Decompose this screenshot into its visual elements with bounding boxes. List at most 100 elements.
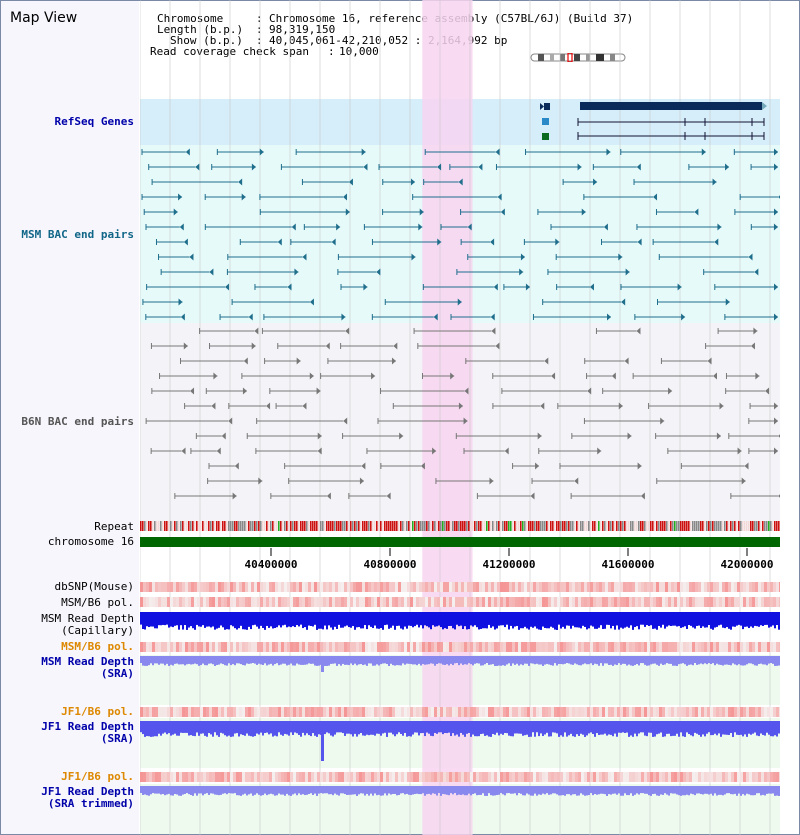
msm-bac-pair-arrow	[490, 238, 495, 246]
chromosome-ideogram[interactable]	[530, 53, 626, 62]
dbsnp-heat	[707, 582, 710, 592]
jf1-sra-depth	[622, 721, 624, 733]
msm-cap-depth	[160, 612, 162, 626]
jf1-pol-heat	[602, 707, 605, 717]
msm-sra-depth	[238, 656, 240, 664]
jf1-pol-heat	[713, 707, 716, 717]
jf1-trim-depth	[532, 786, 534, 796]
dbsnp-heat	[605, 582, 608, 592]
jf1-trim-depth	[326, 786, 328, 794]
msm-sra-depth	[544, 656, 546, 665]
msm-cap-depth	[738, 612, 740, 625]
b6n-bac-pair-arrow	[211, 402, 216, 410]
jf1-sra-depth	[176, 721, 178, 736]
msm-cap-depth	[202, 612, 204, 626]
dbsnp-heat	[584, 582, 587, 592]
msm-sra-depth	[728, 656, 730, 665]
msm-pol2-heat	[425, 642, 428, 652]
msm-cap-depth	[458, 612, 460, 627]
jf1-trim-depth	[252, 786, 254, 796]
msm-bac-pair-arrow	[677, 283, 682, 291]
jf1-trim-depth	[330, 786, 332, 795]
msm-sra-depth	[408, 656, 410, 664]
msm-pol2-heat	[269, 642, 272, 652]
msm-cap-depth	[186, 612, 188, 630]
msm-sra-depth	[486, 656, 488, 664]
msm-cap-depth	[696, 612, 698, 626]
repeat-mark	[738, 521, 740, 531]
jf1-sra-depth	[526, 721, 528, 735]
jf1-sra-depth	[766, 721, 768, 733]
jf1-sra-depth	[154, 721, 156, 737]
msm-pol2-heat	[749, 642, 752, 652]
jf1-trim-depth	[216, 786, 218, 795]
msm-pol-heat	[755, 597, 758, 607]
msm-bac-pair-arrow	[717, 223, 722, 231]
msm-pol2-heat	[701, 642, 704, 652]
jf1-trim-depth	[204, 786, 206, 794]
msm-pol-heat	[743, 597, 746, 607]
repeat-mark	[520, 521, 522, 531]
msm-pol-heat	[614, 597, 617, 607]
repeat-mark	[166, 521, 168, 531]
msm-sra-depth	[186, 656, 188, 665]
jf1-pol-heat	[182, 707, 185, 717]
msm-cap-depth	[766, 612, 768, 625]
msm-sra-depth	[498, 656, 500, 666]
jf1-sra-depth	[624, 721, 626, 734]
jf1-sra-depth	[530, 721, 532, 737]
msm-sra-depth	[366, 656, 368, 666]
jf1-sra-depth	[504, 721, 506, 734]
jf1-trim-depth	[222, 786, 224, 794]
jf1-sra-depth	[522, 721, 524, 736]
repeat-mark	[430, 521, 432, 531]
msm-pol2-heat	[455, 642, 458, 652]
msm-pol2-heat	[653, 642, 656, 652]
dbsnp-heat	[587, 582, 590, 592]
track-canvas[interactable]	[140, 0, 780, 835]
repeat-mark	[456, 521, 458, 531]
b6n-bac-pair-arrow	[317, 447, 322, 455]
jf1-sra-depth	[414, 721, 416, 733]
msm-bac-pair-arrow	[712, 178, 717, 186]
dbsnp-heat	[353, 582, 356, 592]
b6n-bac-pair-arrow	[361, 462, 366, 470]
msm-bac-pair-arrow	[241, 193, 246, 201]
jf1-pol-heat	[644, 707, 647, 717]
b6n-bac-pair-arrow	[774, 402, 778, 410]
msm-sra-depth	[468, 656, 470, 664]
jf1-trim-depth	[264, 786, 266, 794]
msm-sra-depth	[520, 656, 522, 665]
msm-pol-heat	[182, 597, 185, 607]
jf1-pol2-heat	[431, 772, 434, 782]
msm-cap-depth	[668, 612, 670, 626]
jf1-trim-depth	[166, 786, 168, 795]
msm-cap-depth	[358, 612, 360, 628]
msm-sra-depth	[654, 656, 656, 664]
repeat-mark	[370, 521, 372, 531]
repeat-mark	[198, 521, 200, 531]
dbsnp-heat	[680, 582, 683, 592]
msm-cap-depth	[748, 612, 750, 629]
msm-cap-depth	[326, 612, 328, 630]
track-area[interactable]: 40400000 40800000 41200000 41600000 4200…	[140, 0, 780, 835]
msm-pol-heat	[347, 597, 350, 607]
jf1-pol-heat	[215, 707, 218, 717]
msm-cap-depth	[406, 612, 408, 629]
msm-pol2-heat	[167, 642, 170, 652]
repeat-mark	[614, 521, 616, 531]
jf1-trim-depth	[494, 786, 496, 796]
jf1-trim-depth	[230, 786, 232, 794]
dbsnp-heat	[611, 582, 614, 592]
msm-cap-depth	[606, 612, 608, 625]
jf1-sra-depth	[712, 721, 714, 736]
jf1-trim-depth	[668, 786, 670, 796]
msm-bac-pair-arrow	[589, 283, 594, 291]
dbsnp-heat	[470, 582, 473, 592]
jf1-pol2-heat	[152, 772, 155, 782]
msm-cap-depth	[596, 612, 598, 629]
msm-cap-depth	[498, 612, 500, 626]
jf1-sra-depth	[264, 721, 266, 734]
jf1-trim-depth	[590, 786, 592, 794]
jf1-pol-heat	[314, 707, 317, 717]
